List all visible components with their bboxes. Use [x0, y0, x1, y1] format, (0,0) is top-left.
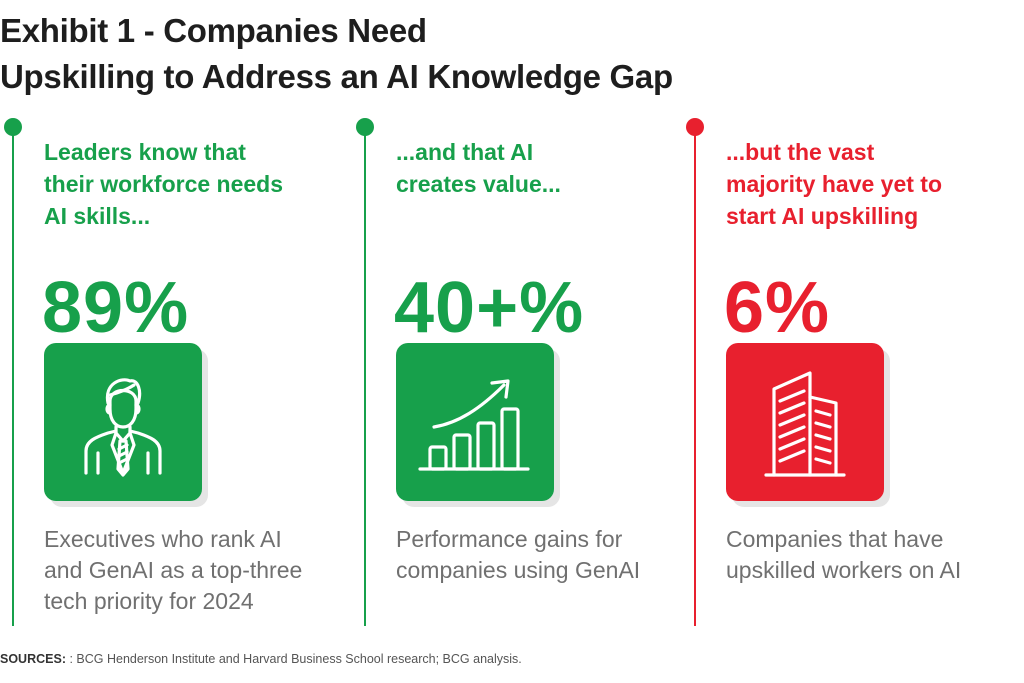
- heading-line: creates value...: [396, 171, 561, 197]
- column-heading: Leaders know that their workforce needs …: [44, 136, 334, 232]
- exhibit-title: Exhibit 1 - Companies Need Upskilling to…: [0, 8, 673, 100]
- column-value: ...and that AI creates value... 40+% Per…: [352, 118, 652, 626]
- timeline-line: [364, 132, 366, 626]
- office-building-icon: [726, 343, 884, 501]
- heading-line: ...and that AI: [396, 139, 534, 165]
- title-line-2: Upskilling to Address an AI Knowledge Ga…: [0, 58, 673, 95]
- description-line: Performance gains for: [396, 526, 623, 552]
- heading-line: Leaders know that: [44, 139, 246, 165]
- sources-text: : BCG Henderson Institute and Harvard Bu…: [65, 652, 522, 666]
- column-heading: ...and that AI creates value...: [396, 136, 686, 200]
- timeline-dot: [356, 118, 374, 136]
- timeline-dot: [4, 118, 22, 136]
- description-line: Companies that have: [726, 526, 944, 552]
- description-line: and GenAI as a top-three: [44, 557, 303, 583]
- timeline-dot: [686, 118, 704, 136]
- stat-value: 40+%: [394, 268, 585, 348]
- column-upskilling: ...but the vast majority have yet to sta…: [682, 118, 982, 626]
- heading-line: their workforce needs: [44, 171, 284, 197]
- description-line: companies using GenAI: [396, 557, 641, 583]
- stat-description: Executives who rank AI and GenAI as a to…: [44, 524, 334, 617]
- growth-bar-chart-icon: [396, 343, 554, 501]
- column-leaders: Leaders know that their workforce needs …: [0, 118, 302, 626]
- sources-label: SOURCES:: [0, 652, 66, 666]
- stat-value: 6%: [724, 268, 831, 348]
- stat-description: Companies that have upskilled workers on…: [726, 524, 1016, 586]
- column-heading: ...but the vast majority have yet to sta…: [726, 136, 1016, 232]
- heading-line: ...but the vast: [726, 139, 875, 165]
- timeline-line: [12, 132, 14, 626]
- heading-line: majority have yet to: [726, 171, 943, 197]
- stat-description: Performance gains for companies using Ge…: [396, 524, 686, 586]
- description-line: Executives who rank AI: [44, 526, 282, 552]
- sources-note: SOURCES: : BCG Henderson Institute and H…: [0, 652, 522, 666]
- heading-line: start AI upskilling: [726, 203, 919, 229]
- description-line: upskilled workers on AI: [726, 557, 962, 583]
- heading-line: AI skills...: [44, 203, 151, 229]
- stat-value: 89%: [42, 268, 190, 348]
- timeline-line: [694, 132, 696, 626]
- description-line: tech priority for 2024: [44, 588, 254, 614]
- executive-person-icon: [44, 343, 202, 501]
- title-line-1: Exhibit 1 - Companies Need: [0, 12, 427, 49]
